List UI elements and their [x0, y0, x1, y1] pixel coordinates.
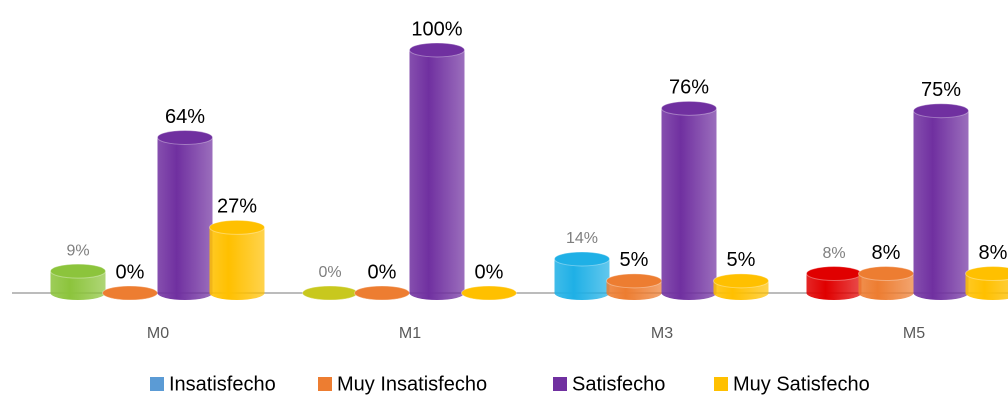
bar-top [554, 251, 610, 267]
bar-top [354, 285, 410, 301]
bar [157, 137, 213, 300]
value-label: 75% [921, 79, 961, 101]
bar-top [713, 273, 769, 289]
bar [806, 273, 862, 300]
x-tick-label: M3 [651, 325, 673, 342]
x-tick-label: M0 [147, 325, 169, 342]
x-tick-label: M1 [399, 325, 421, 342]
legend-swatch [553, 377, 567, 391]
bar-top [209, 219, 265, 235]
bar [50, 271, 106, 300]
value-label: 8% [822, 245, 845, 262]
bar-top [858, 266, 914, 282]
value-label: 8% [872, 242, 901, 264]
bar [661, 108, 717, 300]
bar-top [302, 285, 358, 301]
bar-top [50, 263, 106, 279]
bar [913, 110, 969, 300]
value-label: 14% [566, 230, 598, 247]
bar [209, 227, 265, 300]
bar-top [409, 42, 465, 58]
value-label: 0% [116, 261, 145, 283]
legend-label: Satisfecho [572, 373, 665, 395]
value-label: 0% [368, 261, 397, 283]
value-label: 76% [669, 77, 709, 99]
value-label: 8% [979, 242, 1008, 264]
value-label: 9% [66, 242, 89, 259]
bar-top [661, 100, 717, 116]
bar-top [606, 273, 662, 289]
legend-label: Insatisfecho [169, 373, 276, 395]
legend-swatch [714, 377, 728, 391]
bar-top [461, 285, 517, 301]
value-label: 5% [620, 249, 649, 271]
bar [409, 50, 465, 300]
bar-top [806, 266, 862, 282]
bar-top [965, 266, 1008, 282]
bar-top [913, 103, 969, 119]
value-label: 0% [318, 264, 341, 281]
value-label: 0% [475, 261, 504, 283]
x-tick-label: M5 [903, 325, 925, 342]
bar [554, 258, 610, 300]
legend-label: Muy Insatisfecho [337, 373, 487, 395]
value-label: 27% [217, 196, 257, 218]
bar-top [102, 285, 158, 301]
legend-label: Muy Satisfecho [733, 373, 870, 395]
value-label: 5% [727, 249, 756, 271]
value-label: 64% [165, 106, 205, 128]
bar [858, 273, 914, 300]
value-label: 100% [411, 18, 462, 40]
legend-swatch [318, 377, 332, 391]
legend-swatch [150, 377, 164, 391]
bar-top [157, 129, 213, 145]
